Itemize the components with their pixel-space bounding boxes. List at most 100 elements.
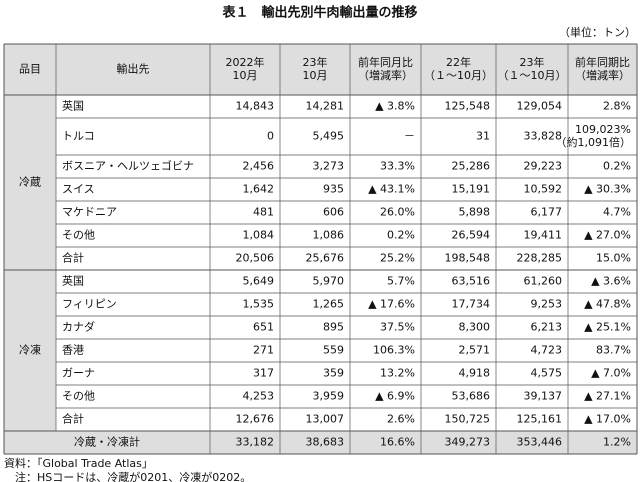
row-name: マケドニア xyxy=(62,206,117,219)
cell-bg xyxy=(4,95,56,270)
row-value: 317 xyxy=(253,367,274,380)
note: 注：HSコードは、冷蔵が0201、冷凍が0202。 xyxy=(4,470,251,482)
row-name: ボスニア・ヘルツェゴビナ xyxy=(62,159,194,173)
row-value: 2,456 xyxy=(243,160,275,173)
row-value: 150,725 xyxy=(445,413,491,426)
row-value: 5,970 xyxy=(313,275,345,288)
row-name: 香港 xyxy=(62,344,84,357)
row-value: 935 xyxy=(323,183,344,196)
total-value: 16.6% xyxy=(380,436,415,449)
unit: （単位：トン） xyxy=(559,25,636,39)
row-value: 125,161 xyxy=(517,413,563,426)
header-cell: （増減率） xyxy=(575,68,630,82)
row-value: （約1,091倍） xyxy=(556,135,632,149)
header-cell: 前年同期比 xyxy=(575,55,630,69)
header-cell: （１～10月） xyxy=(424,69,493,82)
row-value: ▲ 7.0% xyxy=(591,367,631,380)
row-value: 6,177 xyxy=(531,206,563,219)
row-name: トルコ xyxy=(62,130,95,143)
row-value: 13,007 xyxy=(306,413,345,426)
row-value: ▲ 43.1% xyxy=(368,183,415,196)
row-value: 5,898 xyxy=(459,206,491,219)
header-cell: 10月 xyxy=(303,69,328,82)
row-name: ガーナ xyxy=(62,367,95,380)
row-value: ▲ 3.6% xyxy=(591,275,631,288)
header-cell: 22年 xyxy=(446,55,471,69)
row-value: ▲ 3.8% xyxy=(375,100,415,113)
row-value: 8,300 xyxy=(459,321,491,334)
row-value: 4,918 xyxy=(459,367,491,380)
row-value: 109,023% xyxy=(575,123,631,136)
row-value: 4,253 xyxy=(243,390,275,403)
row-value: 12,676 xyxy=(236,413,275,426)
row-name: その他 xyxy=(62,390,95,403)
row-value: 33.3% xyxy=(380,160,415,173)
row-value: 2.6% xyxy=(387,413,415,426)
row-value: 2,571 xyxy=(459,344,491,357)
total-label: 冷蔵・冷凍計 xyxy=(74,435,140,449)
group-label: 冷蔵 xyxy=(19,176,41,189)
header-cell: 品目 xyxy=(19,63,41,76)
cell-bg xyxy=(4,270,56,431)
row-value: 359 xyxy=(323,367,344,380)
total-value: 33,182 xyxy=(236,436,275,449)
row-value: － xyxy=(404,130,415,143)
header-cell: 2022年 xyxy=(226,55,265,69)
row-value: 15,191 xyxy=(452,183,491,196)
header-cell: 前年同月比 xyxy=(358,55,413,69)
title: 表１ 輸出先別牛肉輸出量の推移 xyxy=(221,5,417,21)
total-value: 1.2% xyxy=(603,436,631,449)
row-name: 合計 xyxy=(62,412,84,426)
row-name: その他 xyxy=(62,229,95,242)
row-value: 271 xyxy=(253,344,274,357)
row-value: 1,084 xyxy=(243,229,275,242)
row-value: 25,676 xyxy=(306,252,345,265)
row-value: 106.3% xyxy=(373,344,415,357)
row-value: 26.0% xyxy=(380,206,415,219)
row-value: 9,253 xyxy=(531,298,563,311)
row-value: ▲ 6.9% xyxy=(375,390,415,403)
row-value: 3,959 xyxy=(313,390,345,403)
row-value: 10,592 xyxy=(524,183,563,196)
row-value: 39,137 xyxy=(524,390,563,403)
row-name: 英国 xyxy=(62,274,84,288)
cell-bg xyxy=(4,44,637,95)
row-value: 606 xyxy=(323,206,344,219)
row-value: 4.7% xyxy=(603,206,631,219)
row-value: 651 xyxy=(253,321,274,334)
row-value: ▲ 17.6% xyxy=(368,298,415,311)
total-value: 353,446 xyxy=(517,436,563,449)
total-value: 349,273 xyxy=(445,436,491,449)
row-value: ▲ 17.0% xyxy=(584,413,631,426)
row-value: 17,734 xyxy=(452,298,491,311)
header-cell: 23年 xyxy=(520,55,545,69)
row-value: 1,642 xyxy=(243,183,275,196)
row-value: 2.8% xyxy=(603,100,631,113)
row-value: 228,285 xyxy=(517,252,563,265)
row-value: 1,086 xyxy=(313,229,345,242)
row-value: 61,260 xyxy=(524,275,563,288)
row-value: 4,723 xyxy=(531,344,563,357)
note: 資料：「Global Trade Atlas」 xyxy=(4,456,153,470)
row-value: 481 xyxy=(253,206,274,219)
row-value: ▲ 27.1% xyxy=(584,390,631,403)
row-value: 1,265 xyxy=(313,298,345,311)
row-value: 198,548 xyxy=(445,252,491,265)
row-value: 0 xyxy=(267,130,274,143)
header-cell: 10月 xyxy=(233,69,258,82)
row-value: ▲ 25.1% xyxy=(584,321,631,334)
row-value: 13.2% xyxy=(380,367,415,380)
row-value: 129,054 xyxy=(517,100,563,113)
row-value: 125,548 xyxy=(445,100,491,113)
row-value: 53,686 xyxy=(452,390,491,403)
header-cell: 輸出先 xyxy=(117,62,150,76)
header-cell: （増減率） xyxy=(358,68,413,82)
row-value: 6,213 xyxy=(531,321,563,334)
cell-bg xyxy=(4,431,637,454)
row-value: ▲ 30.3% xyxy=(584,183,631,196)
row-value: 5.7% xyxy=(387,275,415,288)
row-value: 5,649 xyxy=(243,275,275,288)
row-value: 29,223 xyxy=(524,160,563,173)
row-value: 33,828 xyxy=(524,130,563,143)
